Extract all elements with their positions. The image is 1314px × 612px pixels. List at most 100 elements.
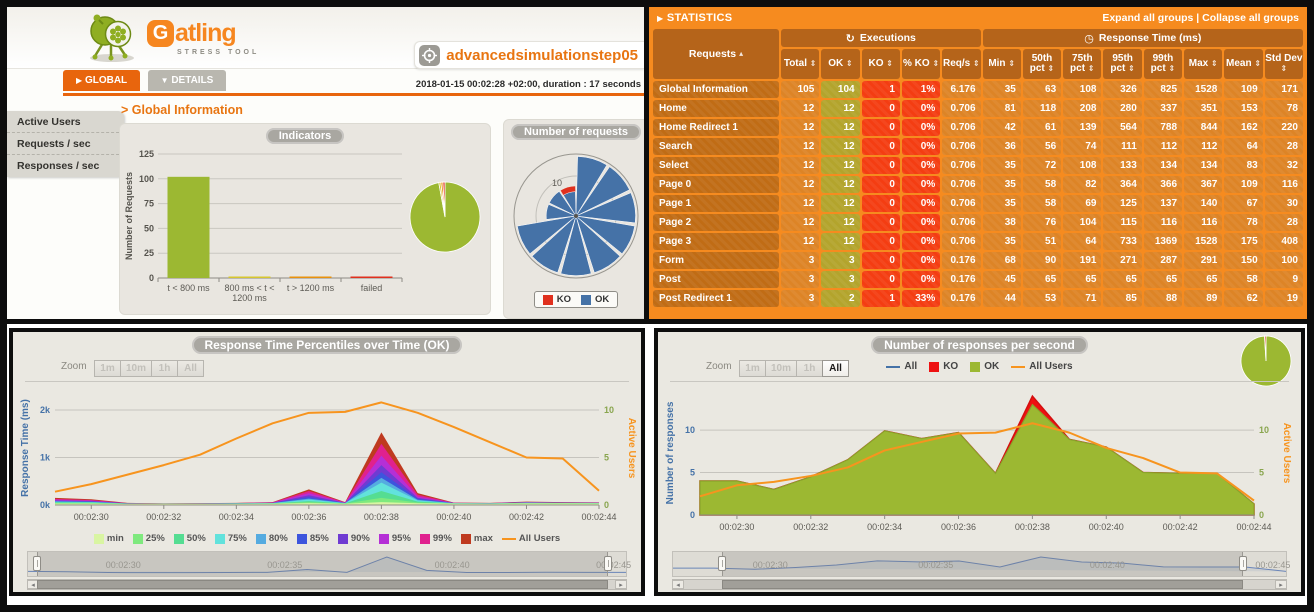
legend-item-90pct[interactable]: 90% xyxy=(337,533,370,544)
zoom-button-10m[interactable]: 10m xyxy=(120,360,153,377)
column-header-mean[interactable]: Mean ⇕ xyxy=(1224,49,1263,79)
column-header-total[interactable]: Total ⇕ xyxy=(781,49,820,79)
stats-cell: 364 xyxy=(1103,176,1142,193)
request-row-name[interactable]: Form xyxy=(653,252,779,269)
column-header-min[interactable]: Min ⇕ xyxy=(982,49,1021,79)
request-row-name[interactable]: Search xyxy=(653,138,779,155)
stats-cell: 1528 xyxy=(1184,233,1223,250)
svg-text:100: 100 xyxy=(139,174,154,184)
column-header--ko[interactable]: % KO ⇕ xyxy=(901,49,941,79)
column-header-std-dev[interactable]: Std Dev ⇕ xyxy=(1264,49,1303,79)
tab-global[interactable]: ▶ GLOBAL xyxy=(63,70,141,91)
svg-text:Active Users: Active Users xyxy=(1281,423,1292,484)
request-row-name[interactable]: Post Redirect 1 xyxy=(653,290,779,307)
column-header-ok[interactable]: OK ⇕ xyxy=(821,49,860,79)
navigator-handle-left[interactable] xyxy=(32,556,41,571)
legend-item-95pct[interactable]: 95% xyxy=(378,533,411,544)
sidebar-item-active-users[interactable]: Active Users xyxy=(7,111,124,133)
column-header-50th-pct[interactable]: 50th pct ⇕ xyxy=(1022,49,1062,79)
sidebar-item-requests-sec[interactable]: Requests / sec xyxy=(7,133,124,155)
request-row-name[interactable]: Home Redirect 1 xyxy=(653,119,779,136)
stats-cell: 12 xyxy=(821,157,860,174)
navigator-handle-left[interactable] xyxy=(718,556,727,571)
column-header-99th-pct[interactable]: 99th pct ⇕ xyxy=(1143,49,1183,79)
request-row-name[interactable]: Page 3 xyxy=(653,233,779,250)
scrollbar-right-button[interactable]: ▸ xyxy=(1275,580,1287,589)
legend-item-75pct[interactable]: 75% xyxy=(214,533,247,544)
stats-cell: 1528 xyxy=(1184,81,1223,98)
polar-wedge-ok xyxy=(575,166,630,217)
zoom-button-1h[interactable]: 1h xyxy=(796,360,824,377)
zoom-button-10m[interactable]: 10m xyxy=(765,360,798,377)
gatling-logo: G atling STRESS TOOL xyxy=(85,11,259,63)
percentiles-navigator[interactable]: 00:02:30 00:02:35 00:02:40 00:02:45 xyxy=(27,551,631,577)
navigator-handle-right[interactable] xyxy=(1239,556,1248,571)
navigator-time-label: 00:02:40 xyxy=(434,560,470,570)
legend-item-all-users[interactable]: All Users xyxy=(1011,361,1073,372)
column-header-ko[interactable]: KO ⇕ xyxy=(861,49,900,79)
sidebar-item-responses-sec[interactable]: Responses / sec xyxy=(17,160,100,172)
legend-item-min[interactable]: min xyxy=(93,533,124,544)
column-header-requests[interactable]: Requests ▴ xyxy=(653,29,779,79)
scrollbar-thumb[interactable] xyxy=(722,580,1244,589)
polar-legend-ok[interactable]: OK xyxy=(581,294,609,305)
legend-item-max[interactable]: max xyxy=(460,533,493,544)
legend-item-85pct[interactable]: 85% xyxy=(296,533,329,544)
navigator-selection[interactable] xyxy=(722,552,1244,576)
stats-cell: 12 xyxy=(821,214,860,231)
legend-item-ok[interactable]: OK xyxy=(970,361,999,372)
responses-scrollbar[interactable]: ◂ ▸ xyxy=(672,579,1287,590)
legend-item-ko[interactable]: KO xyxy=(929,361,958,372)
scrollbar-thumb[interactable] xyxy=(36,580,609,589)
column-header-95th-pct[interactable]: 95th pct ⇕ xyxy=(1103,49,1142,79)
legend-item-all[interactable]: All xyxy=(886,361,917,372)
stats-cell: 12 xyxy=(821,100,860,117)
zoom-button-1h[interactable]: 1h xyxy=(151,360,179,377)
requests-polar-chart: 10 xyxy=(513,153,639,279)
stats-cell: 6.176 xyxy=(942,81,981,98)
zoom-button-1m[interactable]: 1m xyxy=(94,360,121,377)
stats-cell: 0 xyxy=(861,214,900,231)
stats-cell: 12 xyxy=(821,195,860,212)
polar-legend-ko[interactable]: KO xyxy=(542,294,571,305)
scrollbar-left-button[interactable]: ◂ xyxy=(672,580,684,589)
percentiles-chart-title: Response Time Percentiles over Time (OK) xyxy=(191,336,463,354)
request-row-name[interactable]: Post xyxy=(653,271,779,288)
stats-cell: 280 xyxy=(1103,100,1142,117)
request-row-name[interactable]: Page 1 xyxy=(653,195,779,212)
collapse-all-link[interactable]: Collapse all groups xyxy=(1202,12,1299,24)
zoom-button-all[interactable]: All xyxy=(822,360,850,377)
legend-item-25pct[interactable]: 25% xyxy=(132,533,165,544)
request-row-name[interactable]: Page 2 xyxy=(653,214,779,231)
legend-item-all-users[interactable]: All Users xyxy=(501,533,560,544)
legend-swatch xyxy=(970,361,981,372)
expand-all-link[interactable]: Expand all groups xyxy=(1102,12,1194,24)
navigator-handle-right[interactable] xyxy=(604,556,613,571)
percentiles-scrollbar[interactable]: ◂ ▸ xyxy=(27,579,627,590)
svg-text:00:02:34: 00:02:34 xyxy=(219,512,254,522)
legend-item-50pct[interactable]: 50% xyxy=(173,533,206,544)
column-header-max[interactable]: Max ⇕ xyxy=(1184,49,1223,79)
zoom-button-all[interactable]: All xyxy=(177,360,205,377)
legend-dash xyxy=(501,537,516,540)
polar-wedge-ok xyxy=(575,192,636,224)
responses-navigator[interactable]: 00:02:30 00:02:35 00:02:40 00:02:45 xyxy=(672,551,1290,577)
divider xyxy=(25,381,629,382)
tab-details[interactable]: ▼ DETAILS xyxy=(147,70,227,91)
legend-item-99pct[interactable]: 99% xyxy=(419,533,452,544)
stats-cell: 12 xyxy=(781,233,820,250)
request-row-name[interactable]: Page 0 xyxy=(653,176,779,193)
request-row-name[interactable]: Global Information xyxy=(653,81,779,98)
stats-cell: 0.706 xyxy=(942,233,981,250)
stats-cell: 326 xyxy=(1103,81,1142,98)
request-row-name[interactable]: Home xyxy=(653,100,779,117)
stats-cell: 408 xyxy=(1264,233,1303,250)
scrollbar-right-button[interactable]: ▸ xyxy=(615,580,627,589)
column-header-75th-pct[interactable]: 75th pct ⇕ xyxy=(1063,49,1102,79)
stats-cell: 67 xyxy=(1224,195,1263,212)
legend-item-80pct[interactable]: 80% xyxy=(255,533,288,544)
request-row-name[interactable]: Select xyxy=(653,157,779,174)
zoom-button-1m[interactable]: 1m xyxy=(739,360,766,377)
legend-swatch xyxy=(132,533,143,544)
column-header-req-s[interactable]: Req/s ⇕ xyxy=(942,49,981,79)
